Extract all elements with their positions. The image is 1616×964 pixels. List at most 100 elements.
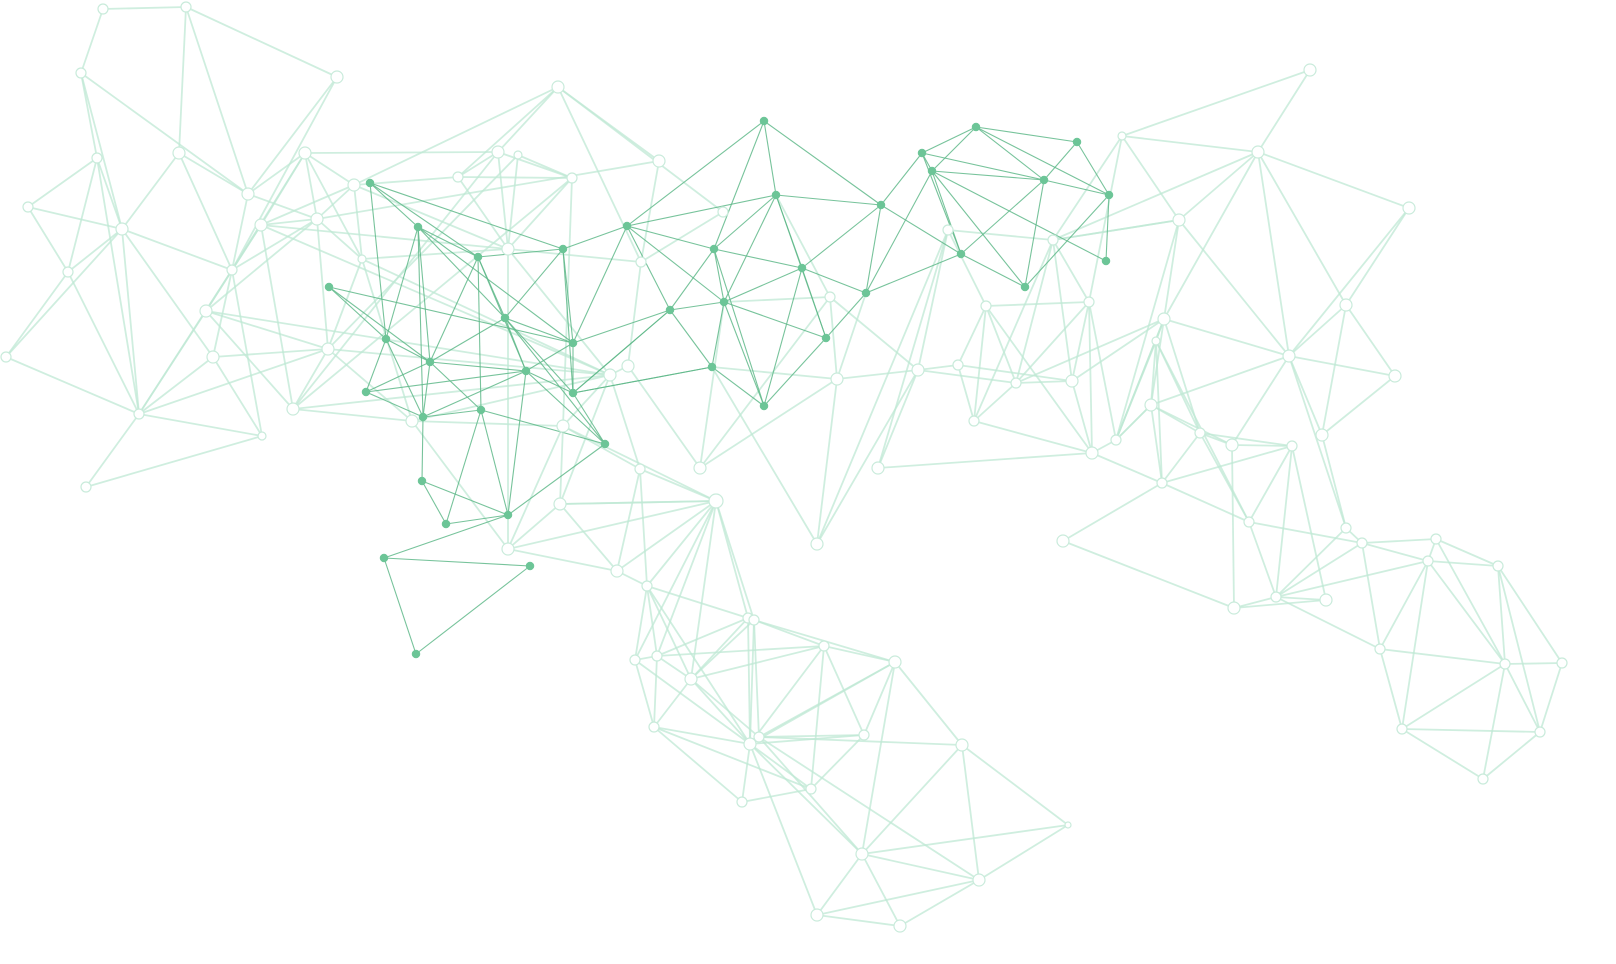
graph-edge [861,853,980,881]
graph-edge [634,659,655,728]
graph-edge [957,364,975,422]
graph-node-hollow [952,359,964,371]
graph-node-solid [379,553,389,563]
graph-edge [713,248,803,269]
graph-edge [205,218,318,312]
graph-edge [699,301,725,469]
graph-edge [504,317,574,344]
graph-edge [960,179,1045,255]
graph-edge [973,382,1017,422]
graph-node-hollow [651,650,663,662]
graph-edge [690,678,751,745]
graph-node-hollow [708,493,724,509]
graph-edge [292,374,611,410]
graph-edge [422,409,482,418]
graph-edge [1150,355,1290,406]
graph-node-hollow [1340,522,1352,534]
graph-edge [616,500,717,572]
graph-edge [292,408,413,422]
graph-node-hollow [357,254,367,264]
graph-edge [960,253,1026,288]
graph-node-hollow [871,461,885,475]
graph-edge [260,218,318,226]
graph-edge [626,120,765,227]
graph-node-solid [665,305,675,315]
graph-edge [656,500,717,657]
graph-edge [457,86,559,178]
graph-edge [763,337,827,407]
graph-edge [931,170,1107,262]
graph-node-hollow [553,497,567,511]
graph-edge [653,655,658,728]
graph-node-solid [417,476,427,486]
graph-edge [1361,542,1381,650]
graph-edge [1024,194,1110,288]
graph-edge [417,226,424,418]
graph-edge [829,296,838,380]
graph-node-hollow [298,146,312,160]
graph-edge [836,292,867,380]
graph-edge [517,154,573,179]
graph-edge [690,619,755,680]
graph-edge [429,317,506,363]
graph-edge [1076,141,1110,196]
graph-edge [723,301,827,339]
graph-edge [417,226,574,344]
graph-node-hollow [1083,296,1095,308]
graph-node-hollow [1534,726,1546,738]
graph-node-hollow [1477,773,1489,785]
graph-node-hollow [62,266,74,278]
graph-node-solid [381,334,391,344]
graph-edge [559,374,611,505]
graph-node-solid [558,244,568,254]
graph-edge [504,317,574,394]
graph-edge [417,226,506,319]
graph-edge [1121,135,1259,153]
graph-node-hollow [753,731,765,743]
graph-node-hollow [911,363,925,377]
graph-node-hollow [1010,377,1022,389]
graph-edge [85,413,140,488]
graph-edge [353,184,363,260]
graph-edge [1163,151,1259,320]
graph-edge [557,86,724,213]
graph-node-hollow [980,300,992,312]
graph-edge [507,500,717,550]
graph-edge [723,301,765,407]
graph-edge [947,229,1054,241]
graph-edge [865,204,882,294]
graph-edge [640,160,660,263]
graph-edge [121,228,214,358]
graph-edge [1199,432,1250,523]
graph-edge [1231,444,1293,447]
graph-edge [369,182,564,250]
graph-edge [260,152,306,226]
graph-edge [626,225,671,311]
graph-edge [816,369,919,545]
graph-node-hollow [1151,336,1161,346]
graph-edge [316,218,363,260]
graph-node-hollow [310,212,324,226]
graph-node-hollow [818,640,830,652]
graph-node-solid [425,357,435,367]
graph-node-solid [1039,175,1049,185]
graph-edge [1497,565,1541,733]
graph-edge [121,152,180,230]
graph-edge [327,348,413,422]
graph-edge [1015,301,1090,384]
graph-node-hollow [1499,658,1511,670]
graph-edge [417,226,479,258]
graph-node-hollow [1286,440,1298,452]
graph-edge [656,645,825,657]
graph-node-hollow [452,171,464,183]
graph-node-solid [917,148,927,158]
graph-node-solid [707,362,717,372]
graph-node-hollow [1282,349,1296,363]
graph-edge [1091,452,1163,484]
graph-edge [369,182,419,228]
graph-edge [1178,219,1290,357]
graph-edge [713,248,765,407]
graph-edge [27,157,98,208]
graph-node-hollow [621,359,635,373]
graph-edge [102,6,187,10]
